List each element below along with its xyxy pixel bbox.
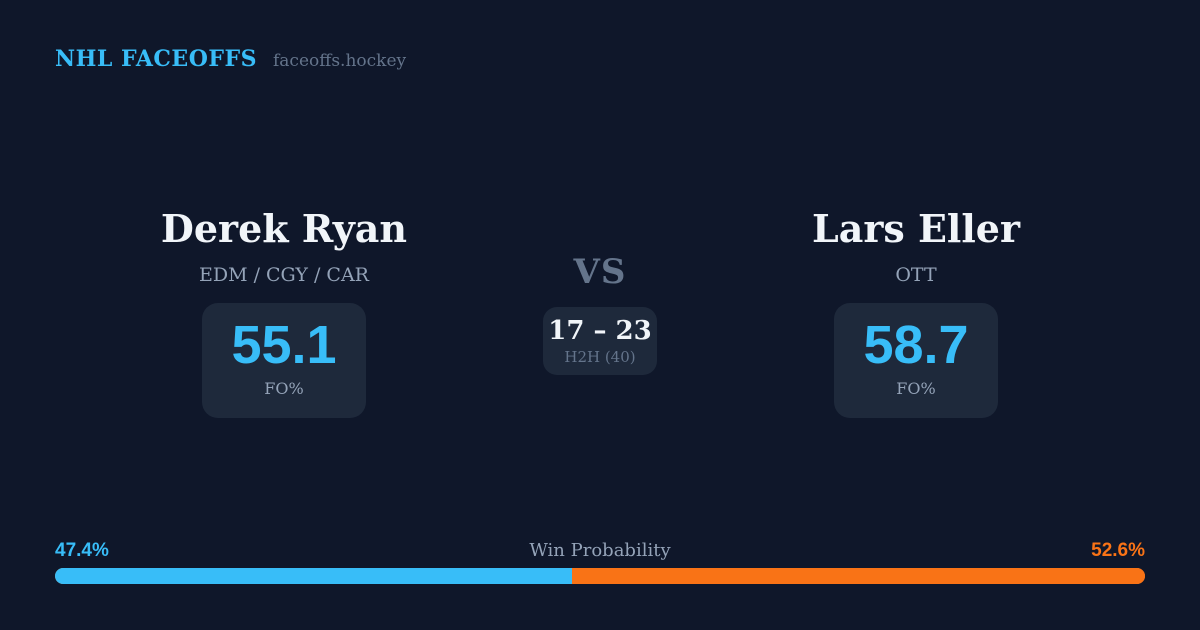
player-right-name: Lars Eller (811, 206, 1021, 251)
player-right-fo-label: FO% (896, 379, 936, 398)
h2h-card: 17 – 23 H2H (40) (543, 307, 657, 375)
win-prob-bar-left-segment (55, 568, 572, 584)
player-right-teams: OTT (895, 264, 937, 286)
player-left-fo-label: FO% (264, 379, 304, 398)
brand-title: NHL FACEOFFS (55, 46, 257, 72)
h2h-score: 17 – 23 (548, 316, 652, 346)
header: NHL FACEOFFS faceoffs.hockey (55, 46, 406, 72)
player-left: Derek Ryan EDM / CGY / CAR 55.1 FO% (124, 205, 444, 418)
player-left-fo-card: 55.1 FO% (202, 303, 366, 418)
win-prob-bar-right-segment (571, 568, 1145, 584)
win-probability-labels: 47.4% Win Probability 52.6% (55, 540, 1145, 562)
player-right-fo-card: 58.7 FO% (834, 303, 998, 418)
win-prob-left-pct: 47.4% (55, 540, 109, 561)
player-left-teams: EDM / CGY / CAR (198, 264, 369, 286)
site-url: faceoffs.hockey (273, 51, 407, 71)
player-right-fo-value: 58.7 (863, 315, 969, 375)
h2h-sample-size: H2H (40) (564, 348, 636, 366)
player-left-name: Derek Ryan (160, 206, 408, 251)
player-right: Lars Eller OTT 58.7 FO% (756, 205, 1076, 418)
win-prob-title: Win Probability (529, 540, 671, 561)
win-probability-bar (55, 568, 1145, 584)
win-prob-right-pct: 52.6% (1091, 540, 1145, 561)
player-left-fo-value: 55.1 (231, 315, 337, 375)
matchup-center: VS 17 – 23 H2H (40) (520, 250, 680, 375)
vs-label: VS (573, 252, 627, 292)
